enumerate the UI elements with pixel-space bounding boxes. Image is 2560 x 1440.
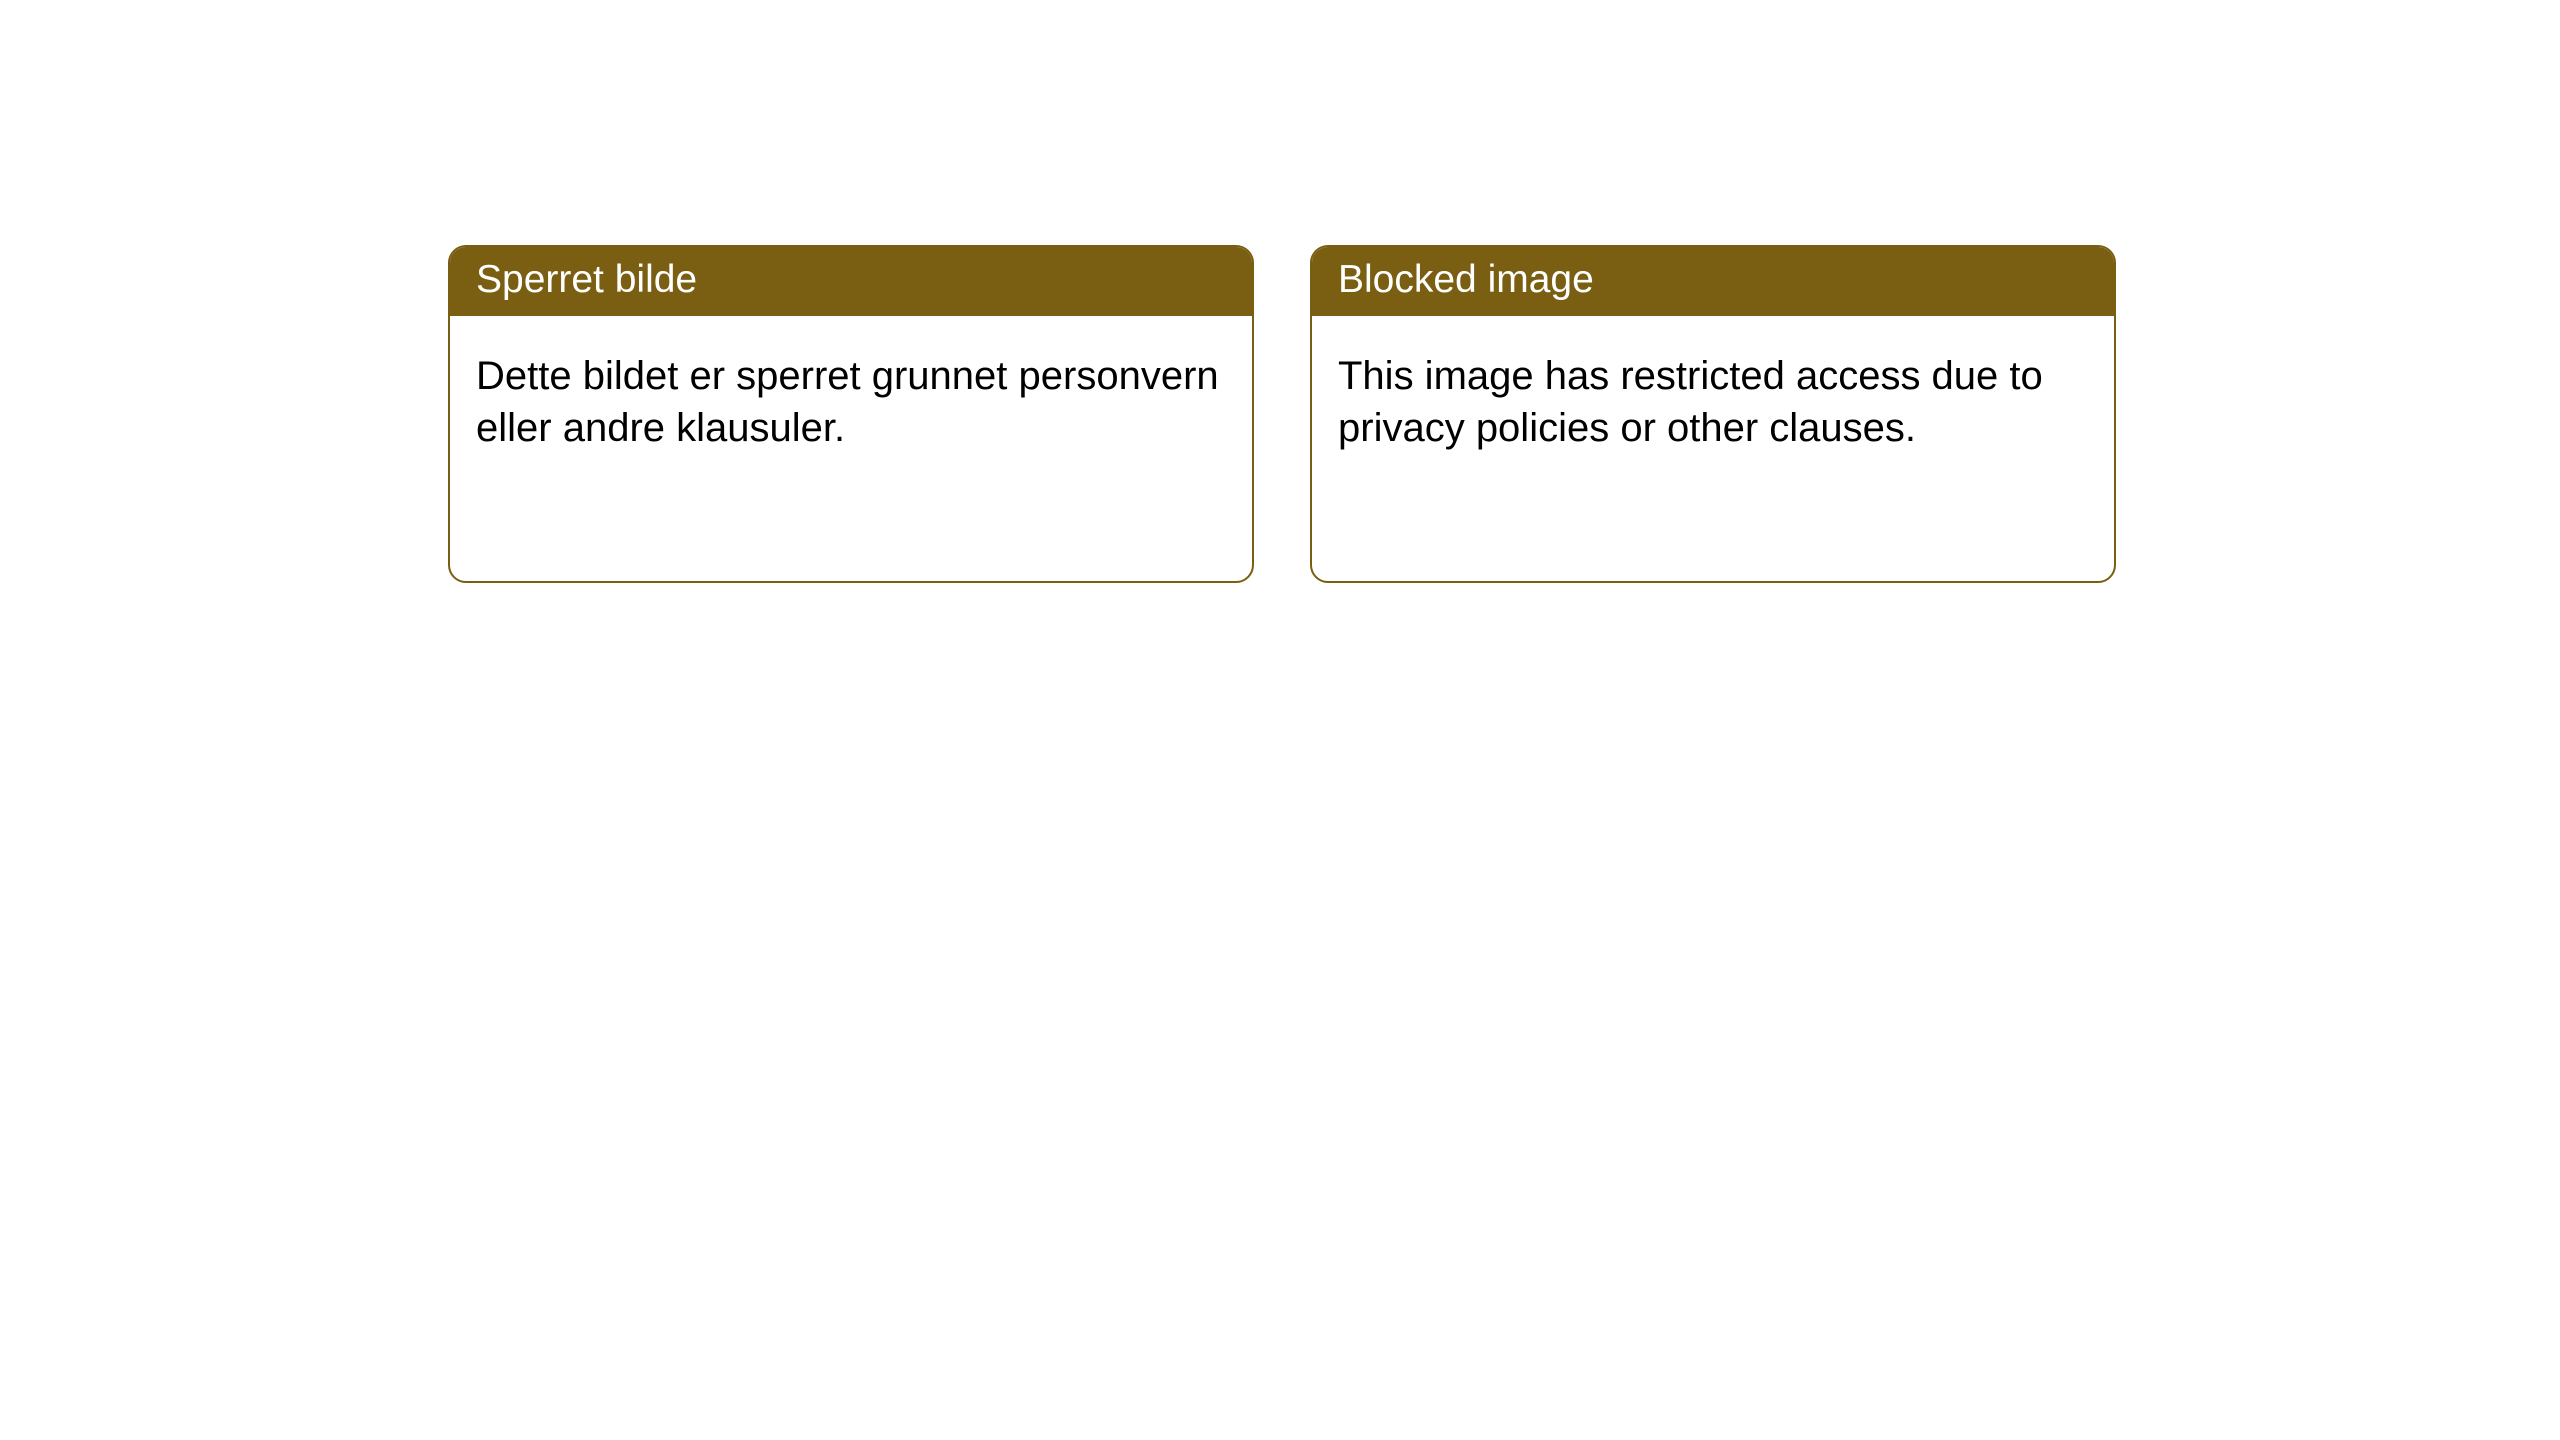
notice-title-en: Blocked image	[1312, 247, 2114, 316]
notice-card-no: Sperret bilde Dette bildet er sperret gr…	[448, 245, 1254, 583]
notice-title-no: Sperret bilde	[450, 247, 1252, 316]
notice-body-en: This image has restricted access due to …	[1312, 316, 2114, 490]
notice-card-en: Blocked image This image has restricted …	[1310, 245, 2116, 583]
notice-body-no: Dette bildet er sperret grunnet personve…	[450, 316, 1252, 490]
notice-container: Sperret bilde Dette bildet er sperret gr…	[448, 245, 2116, 583]
